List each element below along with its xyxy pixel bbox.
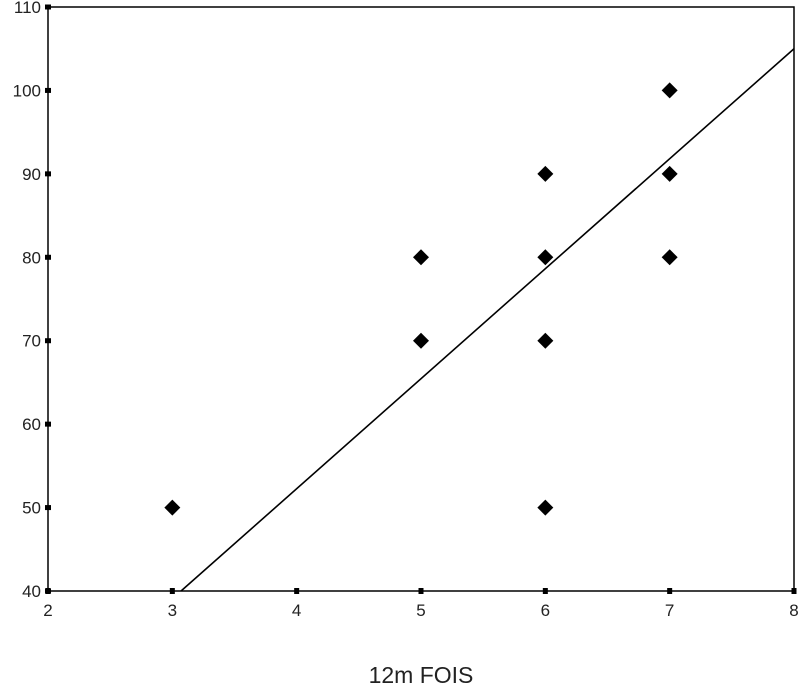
y-tick-label-110: 110 [14, 0, 41, 17]
y-tick-label-80: 80 [22, 248, 41, 267]
plot-border [47, 6, 795, 592]
x-tick-label-7: 7 [665, 601, 674, 620]
fit-line-layer [180, 48, 795, 592]
data-point-6 [537, 165, 554, 182]
data-point-5 [537, 249, 554, 266]
x-tick-4 [294, 588, 300, 594]
y-tick-100 [45, 87, 51, 93]
data-point-9 [661, 82, 678, 99]
y-tick-label-50: 50 [22, 499, 41, 518]
y-tick-70 [45, 338, 51, 344]
y-tick-label-70: 70 [22, 332, 41, 351]
y-tick-50 [45, 505, 51, 511]
y-tick-90 [45, 171, 51, 177]
x-tick-5 [418, 588, 424, 594]
y-tick-40 [45, 588, 51, 594]
data-point-1 [413, 332, 429, 349]
x-axis-title: 12m FOIS [369, 662, 474, 688]
x-tick-3 [169, 588, 175, 594]
data-point-2 [413, 249, 429, 266]
y-tick-label-40: 40 [22, 582, 41, 601]
x-tick-label-6: 6 [541, 601, 550, 620]
tick-labels: 2 3 4 5 6 7 8 40 50 60 70 80 90 100 110 [13, 0, 799, 620]
x-tick-label-3: 3 [168, 601, 177, 620]
x-tick-label-2: 2 [43, 601, 52, 620]
x-tick-label-4: 4 [292, 601, 301, 620]
x-tick-7 [667, 588, 673, 594]
y-tick-label-100: 100 [13, 81, 41, 100]
y-tick-60 [45, 421, 51, 427]
regression-line [180, 48, 795, 592]
y-tick-label-90: 90 [22, 165, 41, 184]
x-tick-8 [791, 588, 797, 594]
y-tick-label-60: 60 [22, 415, 41, 434]
y-tick-110 [45, 4, 51, 10]
y-tick-80 [45, 254, 51, 260]
data-point-3 [537, 499, 554, 516]
data-point-8 [661, 165, 678, 182]
data-point-4 [537, 332, 554, 349]
x-tick-label-5: 5 [416, 601, 425, 620]
x-tick-6 [542, 588, 548, 594]
x-tick-label-8: 8 [789, 601, 798, 620]
data-point-7 [661, 249, 678, 266]
data-point-0 [164, 499, 181, 516]
data-points [164, 82, 678, 516]
axis-ticks [45, 4, 797, 594]
plot-frame [47, 6, 795, 592]
